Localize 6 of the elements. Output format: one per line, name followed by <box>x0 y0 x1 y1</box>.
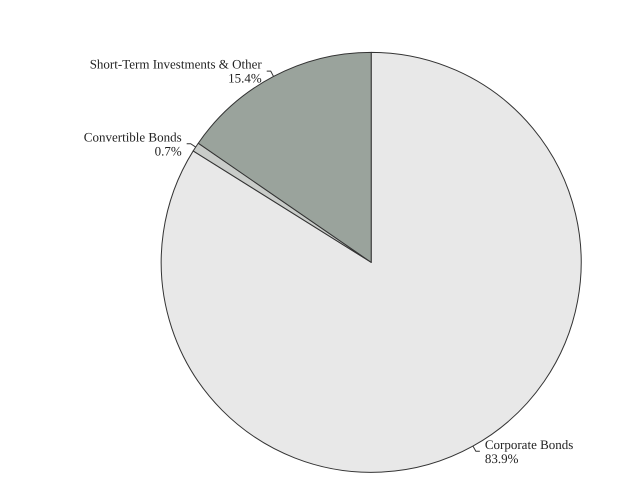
slice-label: Short-Term Investments & Other <box>90 56 262 72</box>
slice-label: Corporate Bonds <box>484 436 574 452</box>
slice-label: Convertible Bonds <box>84 129 182 144</box>
data-label: 15.4% <box>228 70 262 86</box>
data-label: 83.9% <box>484 450 519 466</box>
data-label: 0.7% <box>154 143 182 158</box>
